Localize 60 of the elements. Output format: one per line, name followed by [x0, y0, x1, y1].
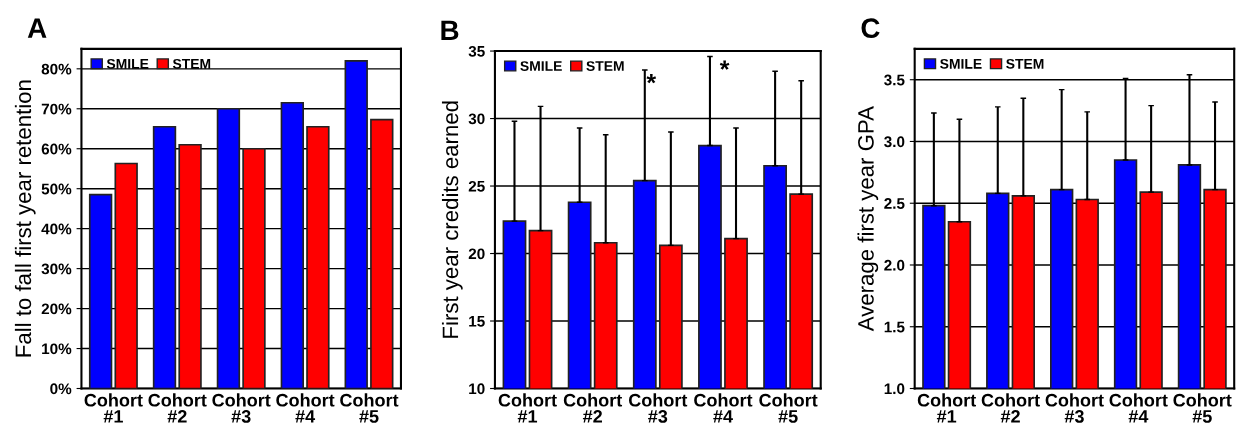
legend-label: SMILE [520, 61, 562, 71]
y-tick-label: 0% [50, 383, 72, 395]
y-tick-label: 2.0 [884, 259, 905, 271]
annotation: * [719, 60, 730, 70]
y-tick-label: 30 [468, 113, 485, 125]
x-tick-label: Cohort #2 [981, 393, 1040, 423]
y-tick-label: 15 [469, 316, 485, 327]
y-tick-label: 25 [468, 180, 485, 192]
x-tick-label: Cohort #5 [340, 393, 399, 423]
y-tick-label: 3.5 [884, 74, 905, 86]
bar [280, 101, 305, 389]
bar [152, 125, 177, 389]
y-tick-label: 20% [41, 303, 72, 315]
legend-label: SMILE [940, 58, 982, 69]
bar [344, 59, 368, 389]
y-tick-label: 60% [41, 143, 72, 155]
x-tick-label: Cohort #2 [563, 393, 623, 423]
x-tick-label: Cohort #4 [694, 393, 753, 423]
y-axis-title: Average first year GPA [857, 106, 879, 332]
bar [306, 125, 330, 389]
y-tick-label: 50% [41, 183, 72, 195]
chart-title: B [441, 20, 459, 40]
bar [178, 143, 202, 389]
y-tick-label: 40% [41, 223, 72, 235]
x-tick-label: Cohort #5 [759, 393, 818, 423]
y-axis-title: Fall to fall first year retention [14, 80, 36, 357]
legend-label: STEM [172, 58, 211, 69]
y-tick-label: 35 [468, 45, 485, 57]
chart-title: C [861, 18, 880, 38]
x-tick-label: Cohort #4 [1109, 393, 1168, 423]
bar [242, 147, 266, 389]
bar [216, 107, 241, 389]
bar [88, 193, 113, 389]
y-tick-label: 1.0 [884, 383, 905, 395]
y-tick-label: 10 [469, 383, 485, 395]
x-tick-label: Cohort #3 [212, 393, 271, 423]
x-tick-label: Cohort #3 [1045, 393, 1104, 423]
x-tick-label: Cohort #5 [1173, 393, 1232, 423]
x-tick-label: Cohort #3 [628, 393, 688, 423]
y-tick-label: 2.5 [884, 198, 905, 209]
legend-label: STEM [1006, 58, 1044, 69]
legend-label: STEM [586, 61, 624, 71]
annotation: * [646, 74, 657, 84]
x-tick-label: Cohort #1 [84, 393, 143, 423]
chart-title: A [27, 18, 47, 38]
y-axis-title: First year credits earned [441, 101, 463, 338]
y-tick-label: 80% [41, 63, 72, 75]
x-tick-label: Cohort #2 [148, 393, 207, 423]
y-tick-label: 1.5 [884, 321, 905, 333]
y-tick-label: 20 [468, 248, 485, 260]
y-tick-label: 30% [41, 263, 72, 275]
y-tick-label: 3.0 [884, 136, 905, 148]
y-tick-label: 70% [41, 103, 72, 115]
x-tick-label: Cohort #1 [917, 393, 976, 423]
legend-label: SMILE [106, 58, 149, 69]
x-tick-label: Cohort #4 [276, 393, 335, 423]
y-tick-label: 10% [42, 343, 72, 355]
bar [370, 118, 394, 389]
x-tick-label: Cohort #1 [498, 393, 557, 423]
bar [114, 162, 138, 389]
